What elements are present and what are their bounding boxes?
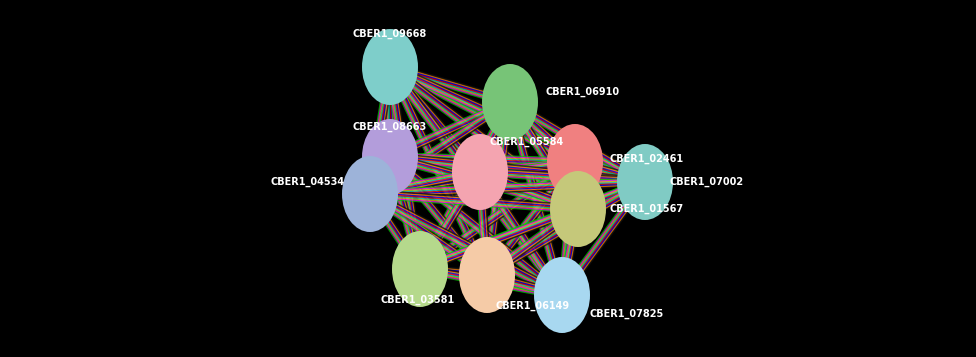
Text: CBER1_06910: CBER1_06910 (545, 87, 619, 97)
Ellipse shape (482, 64, 538, 140)
Ellipse shape (459, 237, 515, 313)
Ellipse shape (342, 156, 398, 232)
Text: CBER1_09668: CBER1_09668 (353, 29, 427, 39)
Text: CBER1_07825: CBER1_07825 (590, 309, 665, 319)
Text: CBER1_03581: CBER1_03581 (381, 295, 455, 305)
Text: CBER1_08663: CBER1_08663 (353, 122, 427, 132)
Ellipse shape (550, 171, 606, 247)
Text: CBER1_04534: CBER1_04534 (271, 177, 345, 187)
Ellipse shape (362, 29, 418, 105)
Ellipse shape (392, 231, 448, 307)
Text: CBER1_06149: CBER1_06149 (495, 301, 569, 311)
Ellipse shape (617, 144, 673, 220)
Text: CBER1_02461: CBER1_02461 (610, 154, 684, 164)
Ellipse shape (534, 257, 590, 333)
Ellipse shape (452, 134, 508, 210)
Text: CBER1_05584: CBER1_05584 (490, 137, 564, 147)
Text: CBER1_07002: CBER1_07002 (670, 177, 744, 187)
Ellipse shape (547, 124, 603, 200)
Ellipse shape (362, 119, 418, 195)
Text: CBER1_01567: CBER1_01567 (610, 204, 684, 214)
